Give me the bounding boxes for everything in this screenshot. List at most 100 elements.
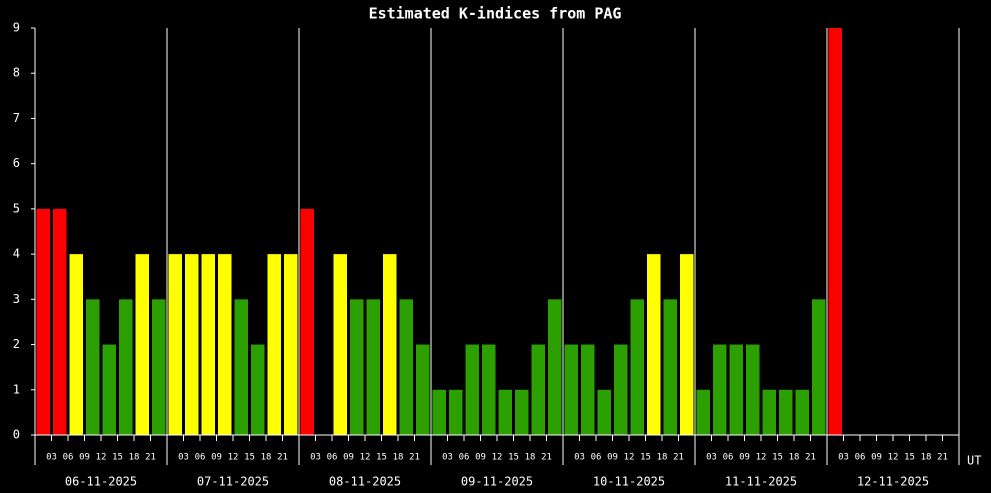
- bar: [135, 254, 149, 435]
- bar: [680, 254, 694, 435]
- bar: [482, 344, 496, 435]
- bar: [812, 299, 826, 435]
- bar: [86, 299, 100, 435]
- hour-tick-label: 18: [921, 453, 932, 463]
- day-label: 11-11-2025: [725, 475, 797, 489]
- hour-tick-label: 12: [492, 453, 503, 463]
- bar: [102, 344, 116, 435]
- hour-tick-label: 15: [376, 453, 387, 463]
- bar: [53, 208, 67, 435]
- hour-tick-label: 15: [640, 453, 651, 463]
- bar: [531, 344, 545, 435]
- hour-tick-label: 06: [855, 453, 866, 463]
- hour-tick-label: 15: [904, 453, 915, 463]
- y-tick-label: 9: [13, 21, 20, 35]
- y-tick-label: 1: [13, 382, 20, 396]
- bar: [795, 389, 809, 435]
- bar: [696, 389, 710, 435]
- hour-tick-label: 21: [805, 453, 816, 463]
- hour-tick-label: 12: [888, 453, 899, 463]
- bar: [399, 299, 413, 435]
- hour-tick-label: 21: [673, 453, 684, 463]
- bar: [465, 344, 479, 435]
- day-label: 08-11-2025: [329, 475, 401, 489]
- hour-tick-label: 03: [310, 453, 321, 463]
- bar: [119, 299, 133, 435]
- hour-tick-label: 18: [789, 453, 800, 463]
- hour-tick-label: 03: [838, 453, 849, 463]
- bar: [36, 208, 50, 435]
- y-tick-label: 4: [13, 247, 20, 261]
- bar: [581, 344, 595, 435]
- bar: [152, 299, 166, 435]
- bar: [416, 344, 430, 435]
- bar: [350, 299, 364, 435]
- bar: [449, 389, 463, 435]
- bar: [762, 389, 776, 435]
- hour-tick-label: 09: [343, 453, 354, 463]
- bar: [185, 254, 199, 435]
- hour-tick-label: 06: [63, 453, 74, 463]
- hour-tick-label: 09: [739, 453, 750, 463]
- hour-tick-label: 03: [178, 453, 189, 463]
- bar: [746, 344, 760, 435]
- hour-tick-label: 03: [706, 453, 717, 463]
- hour-tick-label: 06: [195, 453, 206, 463]
- bar: [548, 299, 562, 435]
- bar: [713, 344, 727, 435]
- hour-tick-label: 12: [756, 453, 767, 463]
- hour-tick-label: 21: [541, 453, 552, 463]
- hour-tick-label: 06: [723, 453, 734, 463]
- hour-tick-label: 09: [79, 453, 90, 463]
- bar: [828, 28, 842, 435]
- bar: [201, 254, 215, 435]
- bar: [663, 299, 677, 435]
- hour-tick-label: 18: [129, 453, 140, 463]
- y-tick-label: 7: [13, 111, 20, 125]
- day-label: 06-11-2025: [65, 475, 137, 489]
- bar: [515, 389, 529, 435]
- bar: [729, 344, 743, 435]
- hour-tick-label: 03: [574, 453, 585, 463]
- hour-tick-label: 06: [591, 453, 602, 463]
- y-tick-label: 3: [13, 292, 20, 306]
- bar: [647, 254, 661, 435]
- bar: [614, 344, 628, 435]
- hour-tick-label: 21: [277, 453, 288, 463]
- y-tick-label: 6: [13, 156, 20, 170]
- hour-tick-label: 03: [442, 453, 453, 463]
- bar: [564, 344, 578, 435]
- bar: [69, 254, 83, 435]
- y-tick-label: 0: [13, 428, 20, 442]
- hour-tick-label: 18: [261, 453, 272, 463]
- hour-tick-label: 03: [46, 453, 57, 463]
- hour-tick-label: 18: [657, 453, 668, 463]
- bar: [597, 389, 611, 435]
- bar: [168, 254, 182, 435]
- hour-tick-label: 09: [211, 453, 222, 463]
- hour-tick-label: 21: [145, 453, 156, 463]
- bar: [300, 208, 314, 435]
- bar: [432, 389, 446, 435]
- hour-tick-label: 09: [475, 453, 486, 463]
- hour-tick-label: 21: [409, 453, 420, 463]
- hour-tick-label: 15: [244, 453, 255, 463]
- hour-tick-label: 15: [508, 453, 519, 463]
- day-label: 09-11-2025: [461, 475, 533, 489]
- y-tick-label: 2: [13, 337, 20, 351]
- hour-tick-label: 12: [360, 453, 371, 463]
- bar: [333, 254, 347, 435]
- chart-title: Estimated K-indices from PAG: [369, 5, 622, 23]
- bar: [251, 344, 265, 435]
- bar: [267, 254, 281, 435]
- bar: [234, 299, 248, 435]
- bar: [366, 299, 380, 435]
- hour-tick-label: 12: [228, 453, 239, 463]
- hour-tick-label: 09: [871, 453, 882, 463]
- bar: [498, 389, 512, 435]
- bar: [218, 254, 232, 435]
- hour-tick-label: 06: [459, 453, 470, 463]
- day-label: 12-11-2025: [857, 475, 929, 489]
- bar: [779, 389, 793, 435]
